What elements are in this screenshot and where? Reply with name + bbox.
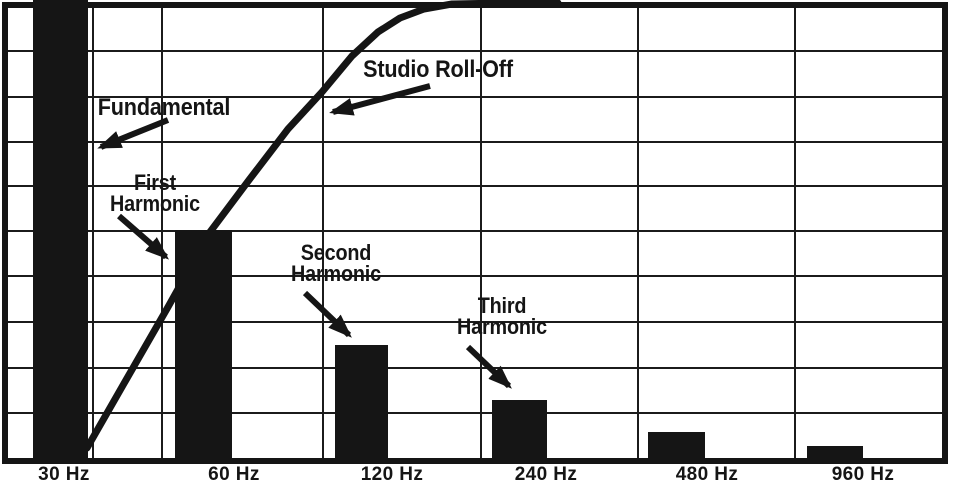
annotation-fundamental: Fundamental [97,94,231,122]
axis-label-60hz: 60 Hz [208,464,260,483]
annotation-first-harmonic-line1: First [133,170,177,195]
annotation-second-harmonic: Second Harmonic [291,240,381,286]
annotation-second-harmonic-line2: Harmonic [291,261,381,286]
bar-960hz [807,446,863,460]
annotation-third-harmonic-line1: Third [477,293,527,318]
gridline-horizontal-4 [8,185,942,187]
annotation-studio-roll-off-label: Studio Roll-Off [363,56,513,83]
gridline-horizontal-3 [8,141,942,143]
axis-label-30hz: 30 Hz [38,464,90,483]
annotation-third-harmonic: Third Harmonic [457,293,547,339]
first-harmonic-arrow [117,213,170,260]
gridline-horizontal-5 [8,230,942,232]
gridline-horizontal-1 [8,50,942,52]
gridline-vertical-6 [794,8,796,458]
gridline-horizontal-8 [8,367,942,369]
bar-480hz [648,432,705,460]
annotation-studio-roll-off: Studio Roll-Off [363,56,513,84]
gridline-horizontal-6 [8,275,942,277]
gridline-vertical-3 [322,8,324,458]
gridline-horizontal-2 [8,96,942,98]
second-harmonic-arrow [302,290,352,338]
annotation-third-harmonic-line2: Harmonic [457,314,547,339]
gridline-vertical-5 [637,8,639,458]
fundamental-arrow [97,117,170,150]
studio-roll-off-arrow [329,83,431,116]
annotation-fundamental-label: Fundamental [97,94,231,121]
bar-30hz [33,0,88,460]
annotation-first-harmonic-line2: Harmonic [110,191,200,216]
axis-label-480hz: 480 Hz [675,464,739,483]
bar-240hz [492,400,547,460]
bar-120hz [335,345,388,460]
axis-label-960hz: 960 Hz [831,464,895,483]
annotation-second-harmonic-line1: Second [300,240,372,265]
annotation-first-harmonic: First Harmonic [110,170,200,216]
axis-label-120hz: 120 Hz [360,464,424,483]
gridline-horizontal-7 [8,321,942,323]
gridline-vertical-4 [480,8,482,458]
third-harmonic-arrow [465,344,512,389]
gridline-vertical-1 [92,8,94,458]
gridline-vertical-2 [161,8,163,458]
chart-frame [2,2,948,464]
bar-60hz [175,230,232,460]
gridline-horizontal-9 [8,412,942,414]
axis-label-240hz: 240 Hz [514,464,578,483]
